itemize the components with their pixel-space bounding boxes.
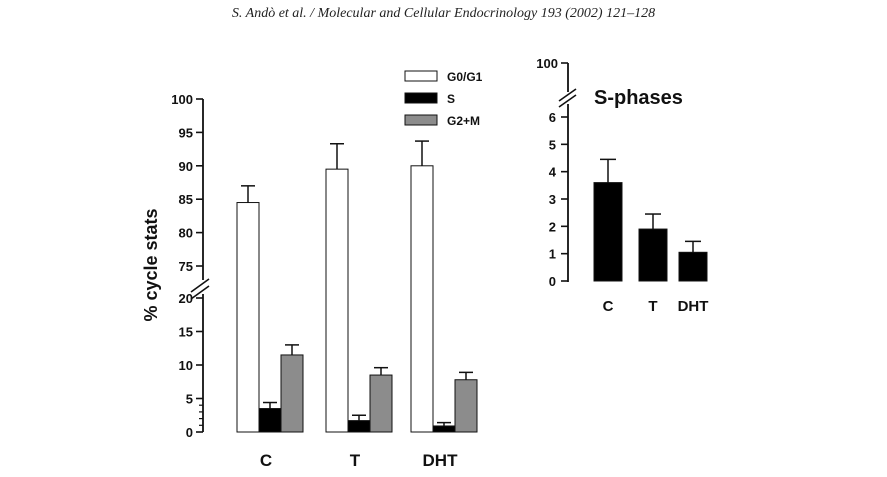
axis-break-mark bbox=[190, 278, 210, 293]
bar-s-t bbox=[638, 228, 668, 282]
y-tick-label: 6 bbox=[549, 110, 556, 125]
legend-swatch-s bbox=[404, 92, 438, 104]
axis-break-mark bbox=[558, 88, 577, 102]
y-tick-label: 75 bbox=[179, 259, 193, 274]
bar-g2m-t bbox=[369, 374, 393, 433]
bar-s-c bbox=[258, 408, 282, 433]
y-tick-label: 90 bbox=[179, 159, 193, 174]
y-axis-label: % cycle stats bbox=[141, 208, 161, 321]
legend-swatch-g0g1 bbox=[404, 70, 438, 82]
x-tick-label: C bbox=[603, 298, 614, 315]
y-tick-label: 85 bbox=[179, 192, 193, 207]
y-minor-ticks bbox=[199, 404, 203, 426]
y-tick-label: 20 bbox=[179, 291, 193, 306]
legend-label-g2m: G2+M bbox=[447, 114, 480, 128]
x-tick-label: DHT bbox=[423, 451, 459, 470]
y-tick-label: 0 bbox=[549, 274, 556, 289]
bar-g0g1-c bbox=[236, 202, 260, 433]
bar-g0g1-dht bbox=[410, 165, 434, 433]
y-tick-label: 1 bbox=[549, 247, 556, 262]
x-tick-label: T bbox=[350, 451, 361, 470]
y-tick-label: 80 bbox=[179, 226, 193, 241]
axis-break-mark bbox=[190, 285, 210, 300]
legend-label-g0g1: G0/G1 bbox=[447, 70, 483, 84]
x-tick-label: DHT bbox=[678, 298, 709, 315]
bar-g2m-dht bbox=[454, 379, 478, 433]
bar-g2m-c bbox=[280, 354, 304, 433]
y-ticks: 0 5 10 15 20 75 80 85 90 95 100 bbox=[171, 92, 203, 440]
y-tick-label: 2 bbox=[549, 219, 556, 234]
x-tick-label: C bbox=[260, 451, 272, 470]
cell-cycle-chart: 0 5 10 15 20 75 80 85 90 95 100 C T DHT % cycle stat… bbox=[141, 70, 483, 470]
y-tick-label: 100 bbox=[171, 92, 193, 107]
y-tick-label: 0 bbox=[186, 425, 193, 440]
bar-s-c bbox=[593, 182, 623, 282]
x-tick-label: T bbox=[648, 298, 657, 315]
y-ticks: 0 1 2 3 4 5 6 100 bbox=[536, 56, 568, 289]
bar-s-dht bbox=[678, 251, 708, 282]
bars bbox=[236, 140, 478, 433]
x-tick-labels: C T DHT bbox=[603, 298, 709, 315]
y-tick-label: 5 bbox=[186, 392, 193, 407]
y-tick-label: 95 bbox=[179, 125, 193, 140]
legend-label-s: S bbox=[447, 92, 455, 106]
y-tick-label: 4 bbox=[549, 165, 557, 180]
y-tick-label: 10 bbox=[179, 358, 193, 373]
page-header: S. Andò et al. / Molecular and Cellular … bbox=[231, 6, 656, 21]
y-tick-label: 15 bbox=[179, 325, 193, 340]
y-tick-label: 100 bbox=[536, 56, 558, 71]
chart-title: S-phases bbox=[594, 87, 683, 109]
y-tick-label: 3 bbox=[549, 192, 556, 207]
legend: G0/G1 S G2+M bbox=[404, 70, 483, 128]
bar-s-dht bbox=[432, 425, 456, 433]
axis-break-mark bbox=[558, 94, 577, 108]
x-tick-labels: C T DHT bbox=[260, 451, 458, 470]
s-phases-chart: 0 1 2 3 4 5 6 100 C T DHT S-phases bbox=[536, 56, 708, 315]
bars bbox=[593, 158, 708, 282]
legend-swatch-g2m bbox=[404, 114, 438, 126]
bar-s-t bbox=[347, 420, 371, 433]
y-tick-label: 5 bbox=[549, 137, 556, 152]
bar-g0g1-t bbox=[325, 168, 349, 433]
